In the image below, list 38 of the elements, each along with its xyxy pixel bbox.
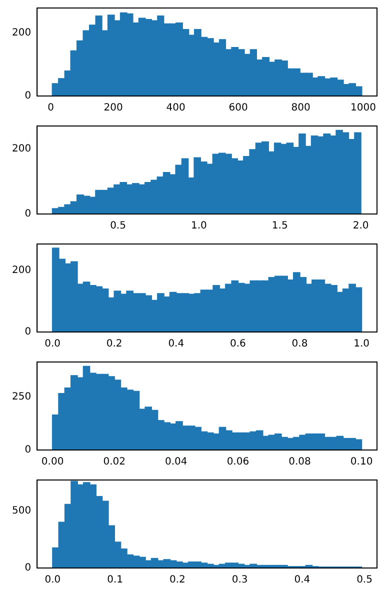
y-tick-label: 200 [12, 143, 32, 154]
y-tick-label: 0 [24, 208, 32, 220]
x-tick-label: 0.2 [106, 338, 122, 350]
x-tick-label: 0.5 [110, 220, 126, 232]
y-tick-label: 0 [24, 326, 32, 338]
x-tick-label: 0 [48, 102, 54, 114]
x-tick-label: 0.2 [169, 574, 186, 586]
x-tick-label: 0.0 [44, 574, 61, 586]
x-tick-label: 1.5 [272, 220, 288, 232]
x-tick-label: 0.06 [226, 456, 250, 468]
y-tick-label: 0 [24, 562, 32, 574]
x-tick-label: 0.6 [230, 338, 246, 350]
x-tick-label: 600 [228, 102, 248, 114]
x-tick-label: 0.8 [292, 338, 308, 350]
x-tick-label: 0.5 [356, 574, 372, 586]
x-tick-label: 0.4 [294, 574, 310, 586]
x-tick-label: 800 [291, 102, 310, 114]
y-tick-label: 0 [24, 444, 32, 456]
x-tick-label: 2.0 [352, 220, 369, 232]
y-tick-label: 200 [12, 28, 32, 39]
y-tick-label: 500 [12, 505, 32, 516]
x-tick-label: 0.10 [350, 456, 373, 468]
x-tick-label: 1.0 [354, 338, 370, 350]
x-tick-label: 0.1 [107, 574, 123, 586]
x-tick-label: 0.4 [168, 338, 184, 350]
y-tick-label: 200 [12, 264, 32, 276]
x-tick-label: 200 [104, 102, 123, 114]
x-tick-label: 0.0 [44, 338, 60, 350]
x-tick-label: 1.0 [190, 220, 207, 232]
x-tick-label: 0.3 [232, 574, 248, 586]
x-tick-label: 0.02 [103, 456, 126, 468]
y-tick-label: 0 [24, 90, 32, 102]
x-tick-label: 400 [166, 102, 186, 114]
x-tick-label: 0.08 [288, 456, 311, 468]
y-tick-label: 250 [12, 391, 32, 402]
x-tick-label: 0.04 [165, 456, 188, 468]
x-tick-label: 1000 [350, 102, 376, 114]
x-tick-label: 0.00 [41, 456, 64, 468]
